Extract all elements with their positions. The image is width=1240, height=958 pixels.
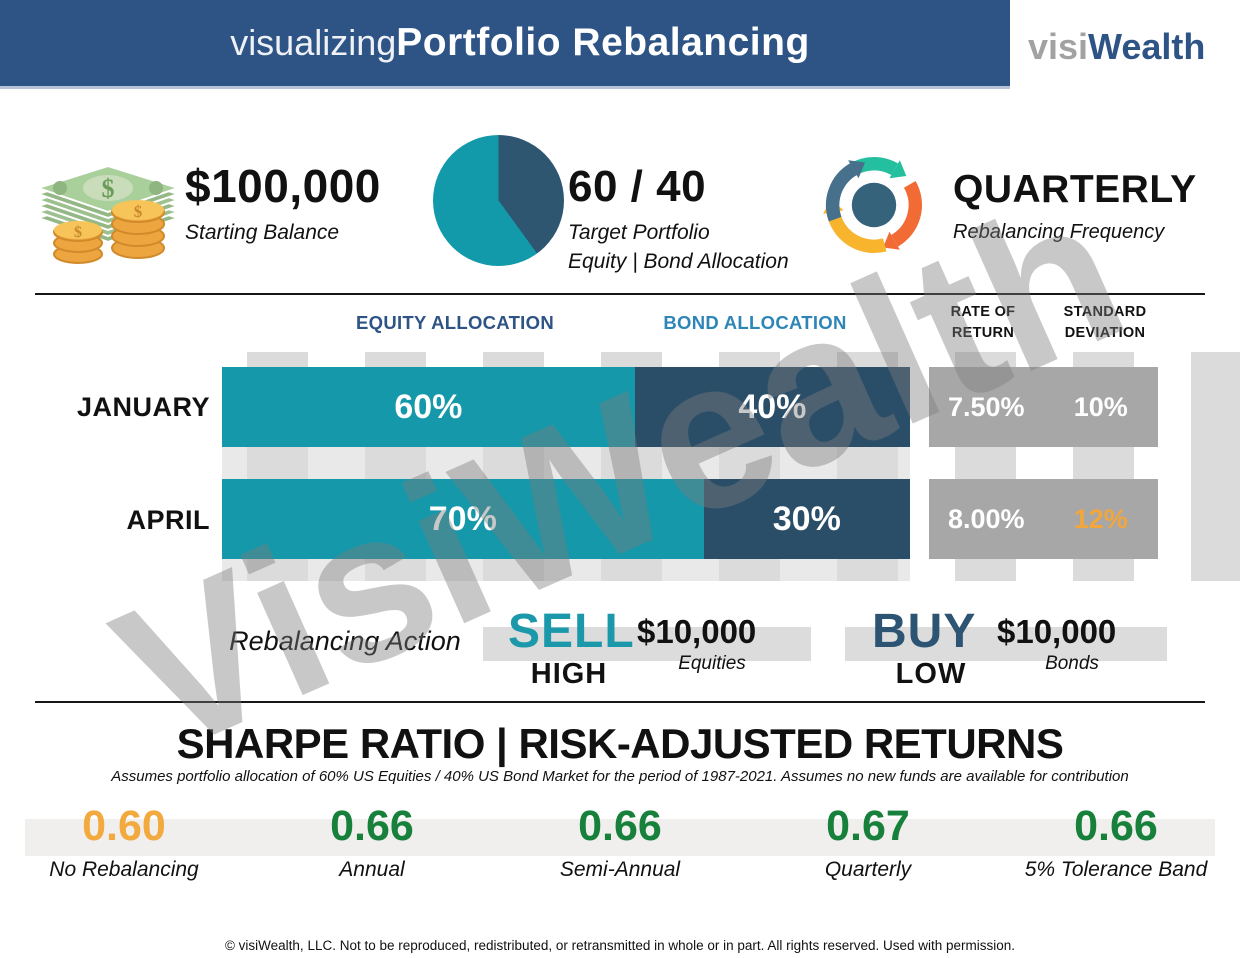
divider-top [35, 293, 1205, 295]
sell-band [483, 627, 811, 661]
sharpe-title: SHARPE RATIO | RISK-ADJUSTED RETURNS [176, 720, 1064, 767]
page-title: visualizingPortfolio Rebalancing [200, 21, 810, 65]
sell-qualifier: HIGH [530, 658, 608, 690]
april-rate-of-return: 8.00% [947, 503, 1025, 534]
sharpe-value-annual: 0.66 [330, 802, 414, 850]
january-rate-of-return: 7.50% [947, 391, 1025, 422]
target-allocation-value: 60 / 40 [568, 162, 707, 211]
sharpe-values-row: 0.60 0.66 0.66 0.67 0.66 [0, 802, 1240, 850]
column-header-rate-of-return: RATE OF RETURN [950, 304, 1016, 341]
sharpe-value-quarterly: 0.67 [826, 802, 910, 850]
svg-text:$: $ [102, 174, 115, 203]
buy-qualifier: LOW [895, 658, 967, 690]
row-shadow-band [222, 559, 910, 581]
april-bond-segment: 30% [703, 479, 910, 559]
visiwealth-logo: visiWealth [1028, 26, 1205, 68]
sharpe-value-no-rebalancing: 0.60 [82, 802, 166, 850]
january-allocation-bar: 60% 40% [222, 367, 910, 447]
january-standard-deviation: 10% [1073, 391, 1128, 422]
row-label-january: JANUARY [76, 392, 210, 422]
rebalancing-cycle-icon [823, 157, 922, 254]
logo-part-blue: Wealth [1088, 26, 1206, 67]
row-label-april: APRIL [126, 505, 210, 535]
sharpe-value-semi-annual: 0.66 [578, 802, 662, 850]
buy-verb: BUY [872, 605, 977, 658]
divider-bottom [35, 701, 1205, 703]
column-header-standard-deviation: STANDARD DEVIATION [1063, 304, 1147, 341]
sell-asset: Equities [678, 653, 746, 674]
buy-amount: $10,000 [997, 613, 1117, 650]
svg-text:$: $ [74, 224, 82, 241]
page-title-bold: Portfolio Rebalancing [396, 21, 810, 64]
target-allocation-label-2: Equity | Bond Allocation [568, 250, 789, 273]
row-shadow-band [222, 447, 910, 479]
january-bond-segment: 40% [634, 367, 910, 447]
svg-text:$: $ [134, 202, 143, 221]
april-stats-box: 8.00% 12% [929, 479, 1158, 559]
money-stack-icon: $ $ $ [34, 164, 180, 264]
starting-balance-block: $100,000 Starting Balance [185, 163, 381, 247]
starting-balance-label: Starting Balance [185, 221, 340, 244]
allocation-pie-icon [433, 135, 564, 266]
sharpe-label-no-rebalancing: No Rebalancing [49, 858, 199, 881]
sharpe-value-tolerance-band: 0.66 [1074, 802, 1158, 850]
starting-balance-value: $100,000 [185, 160, 381, 212]
sharpe-label-quarterly: Quarterly [824, 858, 912, 881]
header-bar: visualizingPortfolio Rebalancing [0, 0, 1010, 89]
rebalancing-action-label: Rebalancing Action [229, 626, 461, 656]
april-standard-deviation: 12% [1073, 503, 1128, 534]
january-stats-box: 7.50% 10% [929, 367, 1158, 447]
target-allocation-block: 60 / 40 Target Portfolio Equity | Bond A… [568, 165, 789, 276]
sharpe-label-annual: Annual [339, 858, 405, 881]
frequency-label: Rebalancing Frequency [953, 221, 1165, 243]
buy-asset: Bonds [1045, 653, 1099, 674]
january-equity-segment: 60% [222, 367, 635, 447]
logo-part-gray: visi [1028, 26, 1089, 67]
sell-amount: $10,000 [637, 613, 757, 650]
sharpe-subtitle: Assumes portfolio allocation of 60% US E… [111, 768, 1129, 785]
sharpe-label-tolerance-band: 5% Tolerance Band [1024, 858, 1208, 881]
frequency-block: QUARTERLY Rebalancing Frequency [953, 170, 1197, 247]
sell-verb: SELL [508, 605, 635, 658]
buy-band [845, 627, 1167, 661]
sharpe-label-semi-annual: Semi-Annual [559, 858, 681, 881]
sharpe-band [25, 819, 1215, 856]
column-header-bond: BOND ALLOCATION [663, 312, 847, 333]
copyright-footer: © visiWealth, LLC. Not to be reproduced,… [224, 938, 1016, 953]
sharpe-labels-row: No Rebalancing Annual Semi-Annual Quarte… [0, 858, 1240, 882]
frequency-value: QUARTERLY [953, 168, 1197, 211]
page-title-light: visualizing [230, 22, 397, 63]
column-header-equity: EQUITY ALLOCATION [356, 312, 554, 333]
april-equity-segment: 70% [222, 479, 704, 559]
target-allocation-label-1: Target Portfolio [568, 221, 710, 244]
april-allocation-bar: 70% 30% [222, 479, 910, 559]
